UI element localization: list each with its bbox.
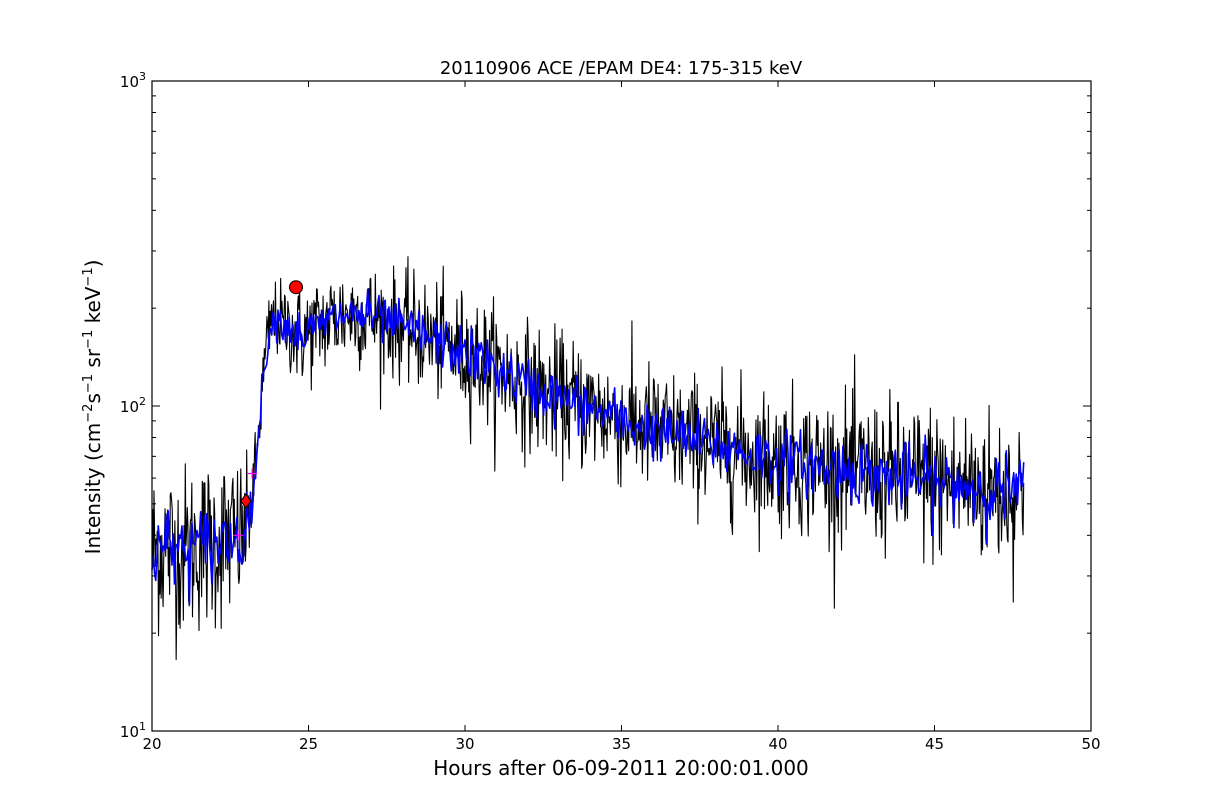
y-tick-label: 103: [120, 70, 146, 91]
y-axis-ticks: 101 102 103: [120, 70, 1091, 741]
x-tick-label: 45: [925, 735, 944, 753]
chart-title: 20110906 ACE /EPAM DE4: 175-315 keV: [440, 58, 803, 79]
y-tick-label: 101: [120, 720, 146, 741]
onset-marker: [240, 493, 252, 509]
x-axis-label: Hours after 06-09-2011 20:00:01.000: [433, 756, 809, 780]
x-axis-ticks: 20 25 30 35 40 45 50: [142, 81, 1101, 753]
x-tick-label: 40: [768, 735, 787, 753]
series-smoothed-line: [151, 288, 1025, 605]
event-markers: [233, 280, 303, 541]
plus-marker-0: [233, 530, 244, 541]
plus-marker-1: [247, 468, 258, 479]
y-axis-label: Intensity (cm−2s−1 sr−1 keV−1): [81, 260, 105, 555]
x-tick-label: 30: [455, 735, 474, 753]
x-tick-label: 35: [612, 735, 631, 753]
x-tick-label: 50: [1081, 735, 1100, 753]
x-tick-label: 25: [299, 735, 318, 753]
plot-area: [151, 256, 1025, 661]
peak-marker: [288, 280, 303, 295]
series-smoothed-path: [151, 288, 1025, 605]
x-tick-label: 20: [142, 735, 161, 753]
y-tick-label: 102: [120, 395, 146, 416]
